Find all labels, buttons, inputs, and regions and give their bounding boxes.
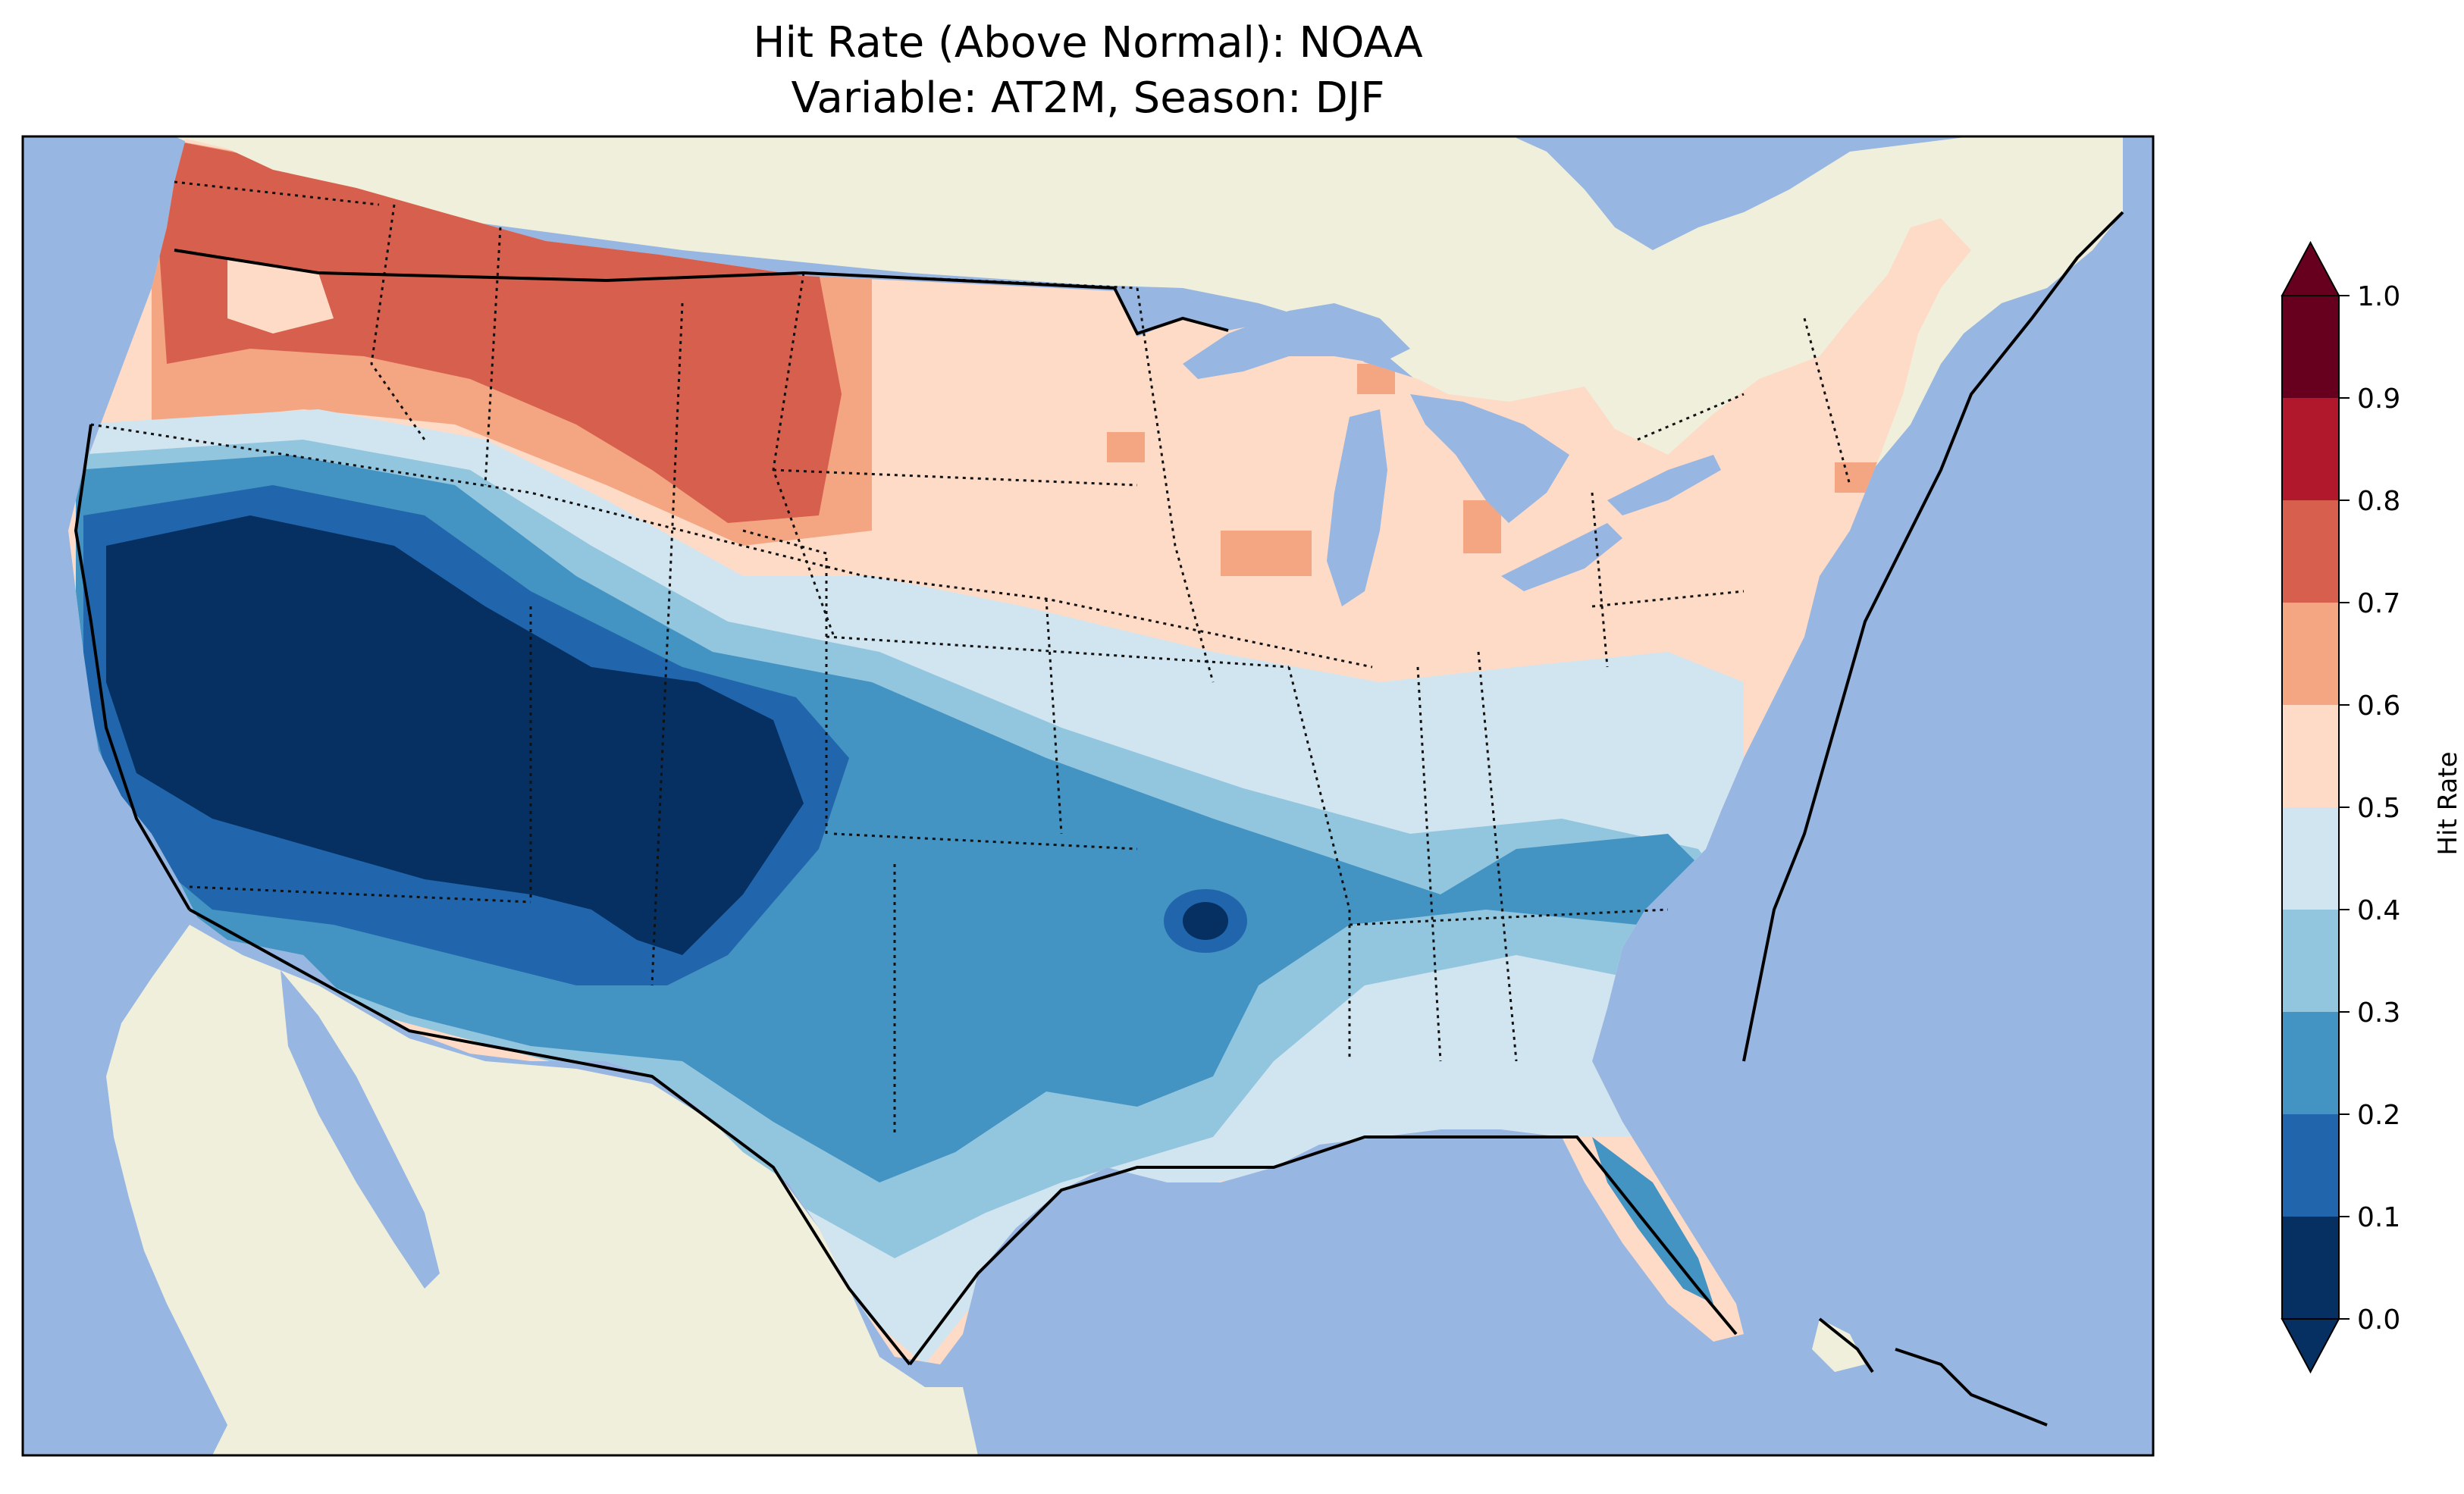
title-line-2: Variable: AT2M, Season: DJF bbox=[792, 74, 1385, 123]
colorbar-tick-label: 0.8 bbox=[2357, 486, 2400, 517]
lake-ontario bbox=[1607, 455, 1721, 515]
colorbar-segment bbox=[2282, 603, 2339, 705]
colorbar-segment bbox=[2282, 1217, 2339, 1319]
lake-erie bbox=[1501, 523, 1622, 591]
colorbar-tick-label: 0.9 bbox=[2357, 384, 2400, 415]
colorbar-tick-label: 0.7 bbox=[2357, 588, 2400, 619]
colorbar-tick-label: 1.0 bbox=[2357, 281, 2400, 312]
great-lakes bbox=[1183, 303, 1721, 606]
colorbar-tick-label: 0.6 bbox=[2357, 691, 2400, 722]
baja-land bbox=[190, 940, 425, 1417]
colorbar-segment bbox=[2282, 1012, 2339, 1114]
colorbar-segment bbox=[2282, 807, 2339, 910]
map-frame bbox=[21, 135, 2155, 1457]
colorbar-segment bbox=[2282, 500, 2339, 603]
lake-michigan bbox=[1327, 409, 1387, 606]
colorbar: 0.0 0.1 0.2 0.3 0.4 0.5 0.6 0.7 0.8 0.9 1.0 bbox=[2281, 240, 2400, 1374]
map-panel bbox=[21, 135, 2155, 1457]
colorbar-segment bbox=[2282, 705, 2339, 807]
colorbar-extend-max bbox=[2281, 240, 2340, 296]
colorbar-tick-label: 0.5 bbox=[2357, 793, 2400, 824]
colorbar-label: Hit Rate bbox=[2433, 751, 2463, 855]
coastlines bbox=[74, 211, 2124, 1427]
gulf-of-california bbox=[281, 970, 440, 1289]
figure-title: Hit Rate (Above Normal): NOAA Variable: … bbox=[753, 18, 1422, 123]
title-line-1: Hit Rate (Above Normal): NOAA bbox=[753, 18, 1422, 67]
state-borders bbox=[90, 180, 1851, 1137]
colorbar-segment bbox=[2282, 910, 2339, 1012]
colorbar-tick-label: 0.0 bbox=[2357, 1305, 2400, 1336]
lake-superior bbox=[1183, 303, 1410, 379]
colorbar-segment bbox=[2282, 398, 2339, 500]
florida-keys-cuba bbox=[1812, 1319, 1865, 1372]
colorbar-tick-label: 0.4 bbox=[2357, 895, 2400, 926]
lake-huron bbox=[1410, 394, 1569, 523]
colorbar-extend-min bbox=[2281, 1318, 2340, 1374]
colorbar-tick-label: 0.3 bbox=[2357, 998, 2400, 1029]
colorbar-tick-label: 0.1 bbox=[2357, 1202, 2400, 1233]
colorbar-segment bbox=[2282, 1114, 2339, 1217]
colorbar-tick-label: 0.2 bbox=[2357, 1100, 2400, 1131]
colorbar-segment bbox=[2282, 296, 2339, 398]
